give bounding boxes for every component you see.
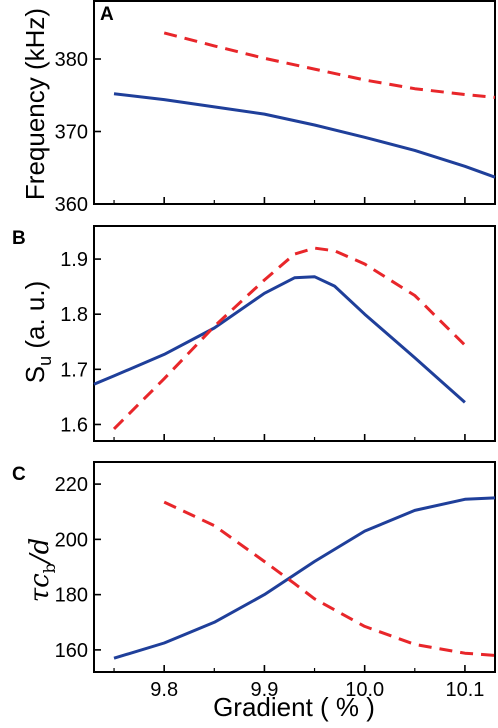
panel-c-ylabel-sub: b	[40, 563, 59, 573]
panel-b-ylabel: Su (a. u.)	[20, 281, 55, 384]
panel-a-series-solid-line	[113, 92, 496, 179]
panel-b-lines	[93, 246, 466, 430]
panel-a-y-tick-label: 360	[55, 194, 88, 216]
panel-b-series-dashed-line	[112, 246, 466, 430]
panel-c-series-solid-line	[113, 496, 496, 660]
panel-a-lines	[113, 31, 496, 179]
panel-b: B Su (a. u.) 1.6 1.7 1.8 1.9	[12, 225, 496, 442]
panel-a-series-dashed-line	[163, 31, 496, 99]
panel-a-ylabel-group: Frequency (kHz)	[20, 8, 50, 200]
panel-c-y-tick-label: 180	[55, 585, 88, 607]
x-tick-labels: 9.8 9.9 10.0 10.1	[150, 679, 484, 701]
x-tick-label: 9.8	[150, 679, 178, 701]
panel-c-frame	[93, 461, 496, 673]
panel-c-letter: C	[12, 464, 26, 485]
panel-a-ylabel: Frequency (kHz)	[20, 8, 50, 200]
panel-c: C τcb/d 160 180 200 220	[12, 461, 496, 673]
panel-a-letter: A	[100, 4, 114, 25]
panel-a: A Frequency (kHz) 360 370 380	[20, 0, 496, 216]
panel-b-y-tick-label: 1.6	[60, 414, 88, 436]
panel-c-ylabel-tau: τc	[25, 573, 55, 602]
x-tick-label: 10.1	[445, 679, 484, 701]
panel-b-y-tick-label: 1.8	[60, 304, 88, 326]
panel-a-y-tick-label: 370	[55, 122, 88, 144]
panel-c-y-tick-label: 220	[55, 474, 88, 496]
panel-a-ticks: 360 370 380	[55, 49, 466, 216]
panel-b-y-tick-label: 1.9	[60, 249, 88, 271]
panel-b-series-solid-line	[93, 275, 466, 404]
panel-c-ylabel: τcb/d	[25, 538, 59, 603]
panel-b-ylabel-sub: u	[35, 356, 55, 366]
panel-a-y-tick-label: 380	[55, 49, 88, 71]
x-tick-label: 9.9	[251, 679, 279, 701]
panel-b-ylabel-rest: (a. u.)	[20, 281, 50, 356]
x-tick-label: 10.0	[345, 679, 384, 701]
panel-c-series-dashed-line	[163, 500, 496, 657]
panel-c-y-tick-label: 160	[55, 640, 88, 662]
x-axis-title: Gradient ( % )	[213, 692, 375, 722]
panel-b-ticks: 1.6 1.7 1.8 1.9	[60, 249, 466, 441]
panel-c-y-tick-label: 200	[55, 529, 88, 551]
panel-a-frame	[93, 0, 496, 205]
panel-c-ylabel-rest: /d	[25, 538, 55, 566]
panel-b-y-tick-label: 1.7	[60, 359, 88, 381]
panel-b-ylabel-main: S	[20, 366, 50, 383]
panel-c-lines	[113, 496, 496, 660]
panel-b-letter: B	[12, 228, 26, 249]
panel-c-ticks: 160 180 200 220	[55, 474, 466, 672]
panel-b-frame	[93, 225, 496, 442]
